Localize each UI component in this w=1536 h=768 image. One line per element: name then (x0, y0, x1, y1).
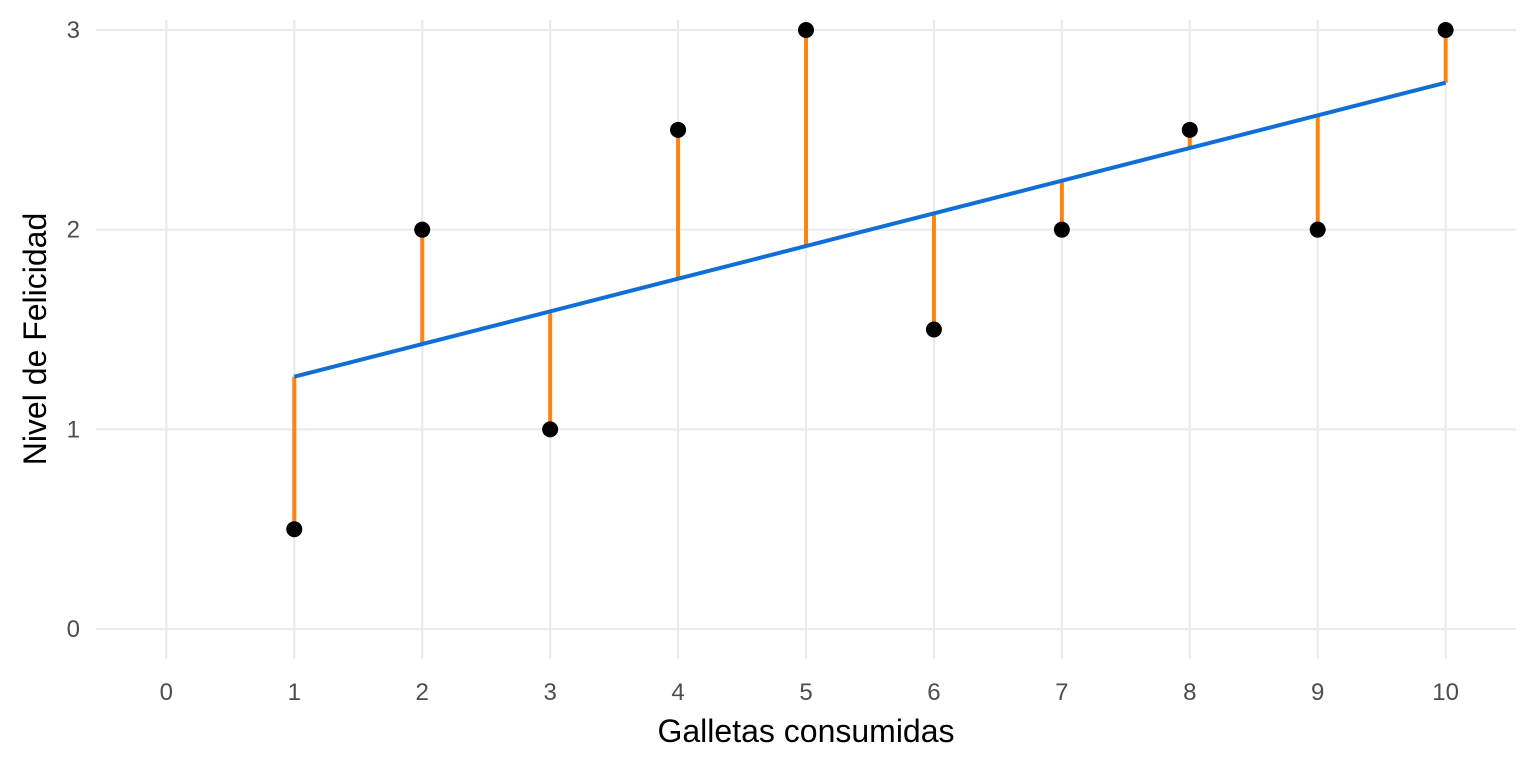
x-tick-label: 8 (1183, 679, 1196, 706)
data-point (1437, 21, 1454, 38)
regression-line (293, 80, 1447, 379)
data-point (1309, 221, 1326, 238)
data-point (286, 521, 303, 538)
data-point (798, 21, 814, 38)
x-tick-label: 6 (927, 679, 940, 706)
regression-line-group (293, 80, 1447, 379)
x-tick-label: 3 (543, 679, 556, 706)
x-tick-label: 4 (671, 679, 684, 706)
data-point (542, 421, 559, 438)
x-tick-label: 5 (799, 679, 812, 706)
data-point (1053, 221, 1070, 238)
y-axis-ticks: 0 1 2 3 (67, 17, 80, 643)
x-tick-label: 1 (288, 679, 301, 706)
data-point (925, 321, 942, 338)
data-point (414, 221, 431, 238)
y-axis-title: Nivel de Felicidad (17, 213, 53, 466)
x-tick-label: 2 (416, 679, 429, 706)
x-axis-title: Galletas consumidas (657, 713, 954, 749)
data-points (286, 21, 1454, 538)
x-tick-label: 7 (1055, 679, 1068, 706)
x-tick-label: 0 (160, 679, 173, 706)
x-tick-label: 9 (1311, 679, 1324, 706)
data-point (1181, 121, 1198, 138)
x-tick-label: 10 (1432, 679, 1459, 706)
y-tick-label: 1 (67, 416, 80, 443)
data-point (670, 121, 687, 138)
residual-segments (292, 29, 1448, 530)
y-tick-label: 2 (67, 217, 80, 244)
y-tick-label: 3 (67, 17, 80, 44)
x-axis-ticks: 0 1 2 3 4 5 6 7 8 9 10 (160, 679, 1459, 706)
y-tick-label: 0 (67, 616, 80, 643)
